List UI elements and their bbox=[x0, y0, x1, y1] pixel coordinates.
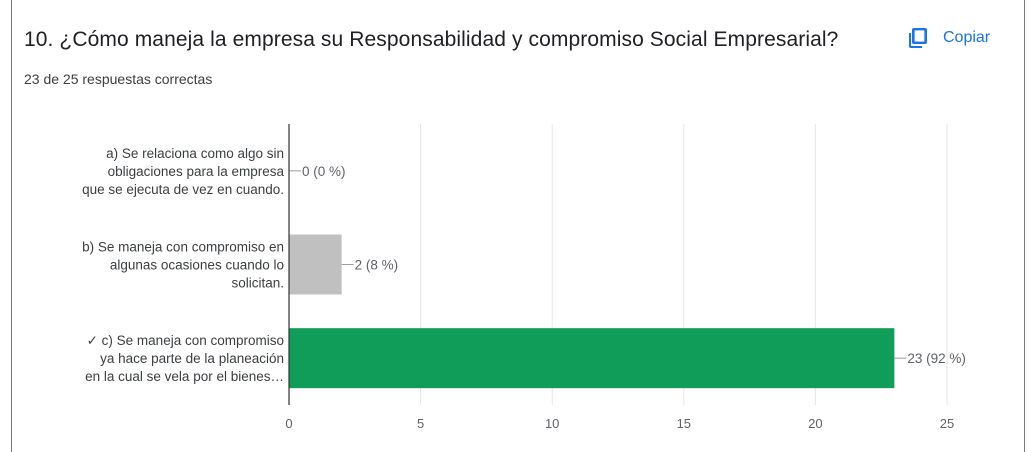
category-label: algunas ocasiones cuando lo bbox=[110, 258, 284, 273]
copy-button[interactable]: Copiar bbox=[909, 24, 990, 52]
copy-icon bbox=[909, 27, 929, 49]
category-label: que se ejecuta de vez en cuando. bbox=[82, 182, 284, 197]
correct-responses-summary: 23 de 25 respuestas correctas bbox=[24, 71, 213, 87]
x-tick-label: 25 bbox=[940, 416, 954, 431]
question-title: 10. ¿Cómo maneja la empresa su Responsab… bbox=[24, 28, 839, 51]
category-label: a) Se relaciona como algo sin bbox=[106, 146, 284, 161]
category-label: ✓ c) Se maneja con compromiso bbox=[87, 333, 284, 348]
category-label: obligaciones para la empresa bbox=[108, 164, 285, 179]
category-label: ya hace parte de la planeación bbox=[100, 351, 284, 366]
copy-label: Copiar bbox=[943, 29, 991, 46]
category-label: en la cual se vela por el bienes… bbox=[85, 369, 284, 384]
x-tick-label: 0 bbox=[285, 416, 292, 431]
x-tick-label: 20 bbox=[808, 416, 822, 431]
bar bbox=[289, 234, 342, 295]
x-tick-label: 15 bbox=[677, 416, 691, 431]
category-label: b) Se maneja con compromiso en bbox=[82, 240, 284, 255]
data-label: 0 (0 %) bbox=[302, 164, 346, 179]
x-tick-label: 5 bbox=[417, 416, 424, 431]
bar bbox=[289, 328, 895, 389]
data-label: 2 (8 %) bbox=[355, 258, 399, 273]
category-label: solicitan. bbox=[231, 276, 284, 291]
x-tick-label: 10 bbox=[545, 416, 559, 431]
data-label: 23 (92 %) bbox=[907, 351, 966, 366]
